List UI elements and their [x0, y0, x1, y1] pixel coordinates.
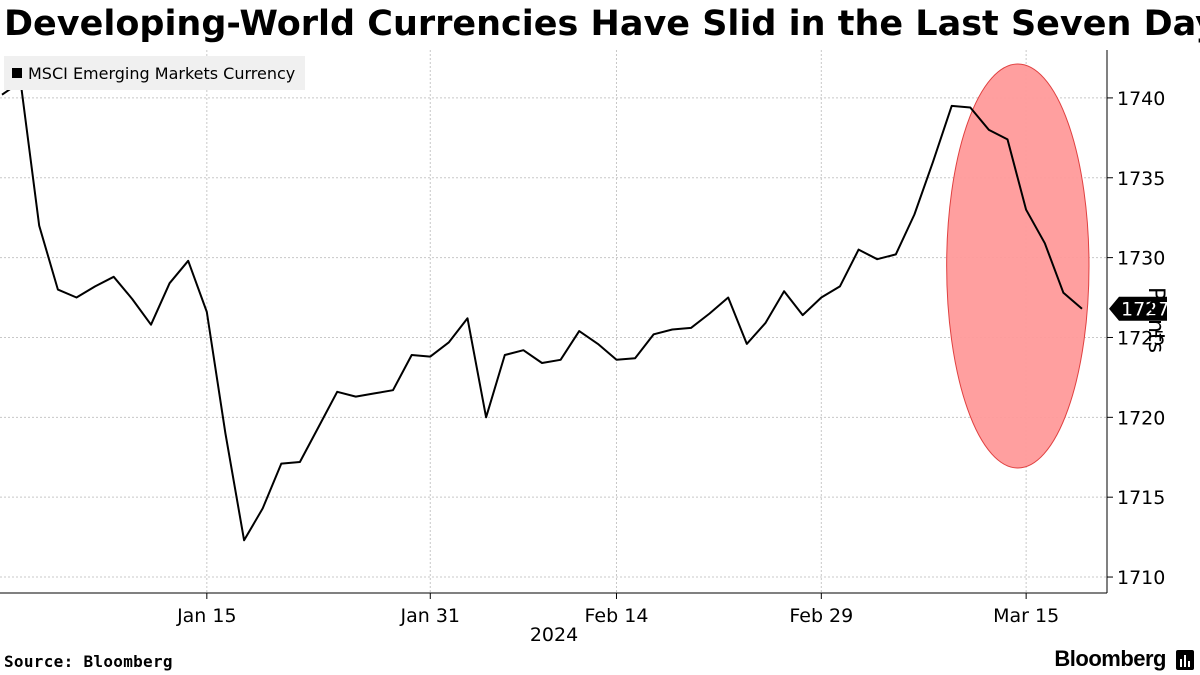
series-line: [1, 80, 1083, 542]
x-tick-label: Mar 15: [993, 605, 1059, 627]
y-tick-label: 1735: [1117, 168, 1165, 190]
y-axis-label: Points: [1143, 287, 1168, 354]
legend-swatch: [12, 68, 22, 78]
legend: MSCI Emerging Markets Currency: [4, 56, 306, 90]
y-tick-label: 1710: [1117, 567, 1165, 589]
chart-title: Developing-World Currencies Have Slid in…: [4, 4, 1200, 44]
x-tick-label: Feb 29: [789, 605, 853, 627]
y-tick-label: 1740: [1117, 88, 1165, 110]
last-value-marker: [1109, 296, 1167, 321]
brand-logo: Bloomberg: [1054, 646, 1166, 671]
axis-layer: 1710 1715 1720 1725 1730 1735 1740 Jan 15 Jan 31…: [0, 50, 1169, 646]
grid-layer: [0, 50, 1107, 593]
y-tick-label: 1725: [1117, 327, 1165, 349]
y-tick-label: 1730: [1117, 248, 1165, 270]
line-layer: [1, 80, 1083, 542]
x-axis-label: 2024: [530, 624, 578, 646]
source-note: Source: Bloomberg: [4, 652, 173, 671]
y-tick-label: 1720: [1117, 407, 1165, 429]
x-tick-label: Jan 31: [400, 605, 461, 627]
legend-label: MSCI Emerging Markets Currency: [28, 63, 296, 83]
x-tick-label: Feb 14: [585, 605, 649, 627]
highlight-ellipse: [946, 63, 1090, 469]
last-value-label: 1727: [1121, 299, 1169, 321]
y-tick-label: 1715: [1117, 487, 1165, 509]
x-tick-label: Jan 15: [176, 605, 237, 627]
highlight-layer: [946, 63, 1090, 469]
bloomberg-terminal-icon: [1176, 650, 1194, 670]
